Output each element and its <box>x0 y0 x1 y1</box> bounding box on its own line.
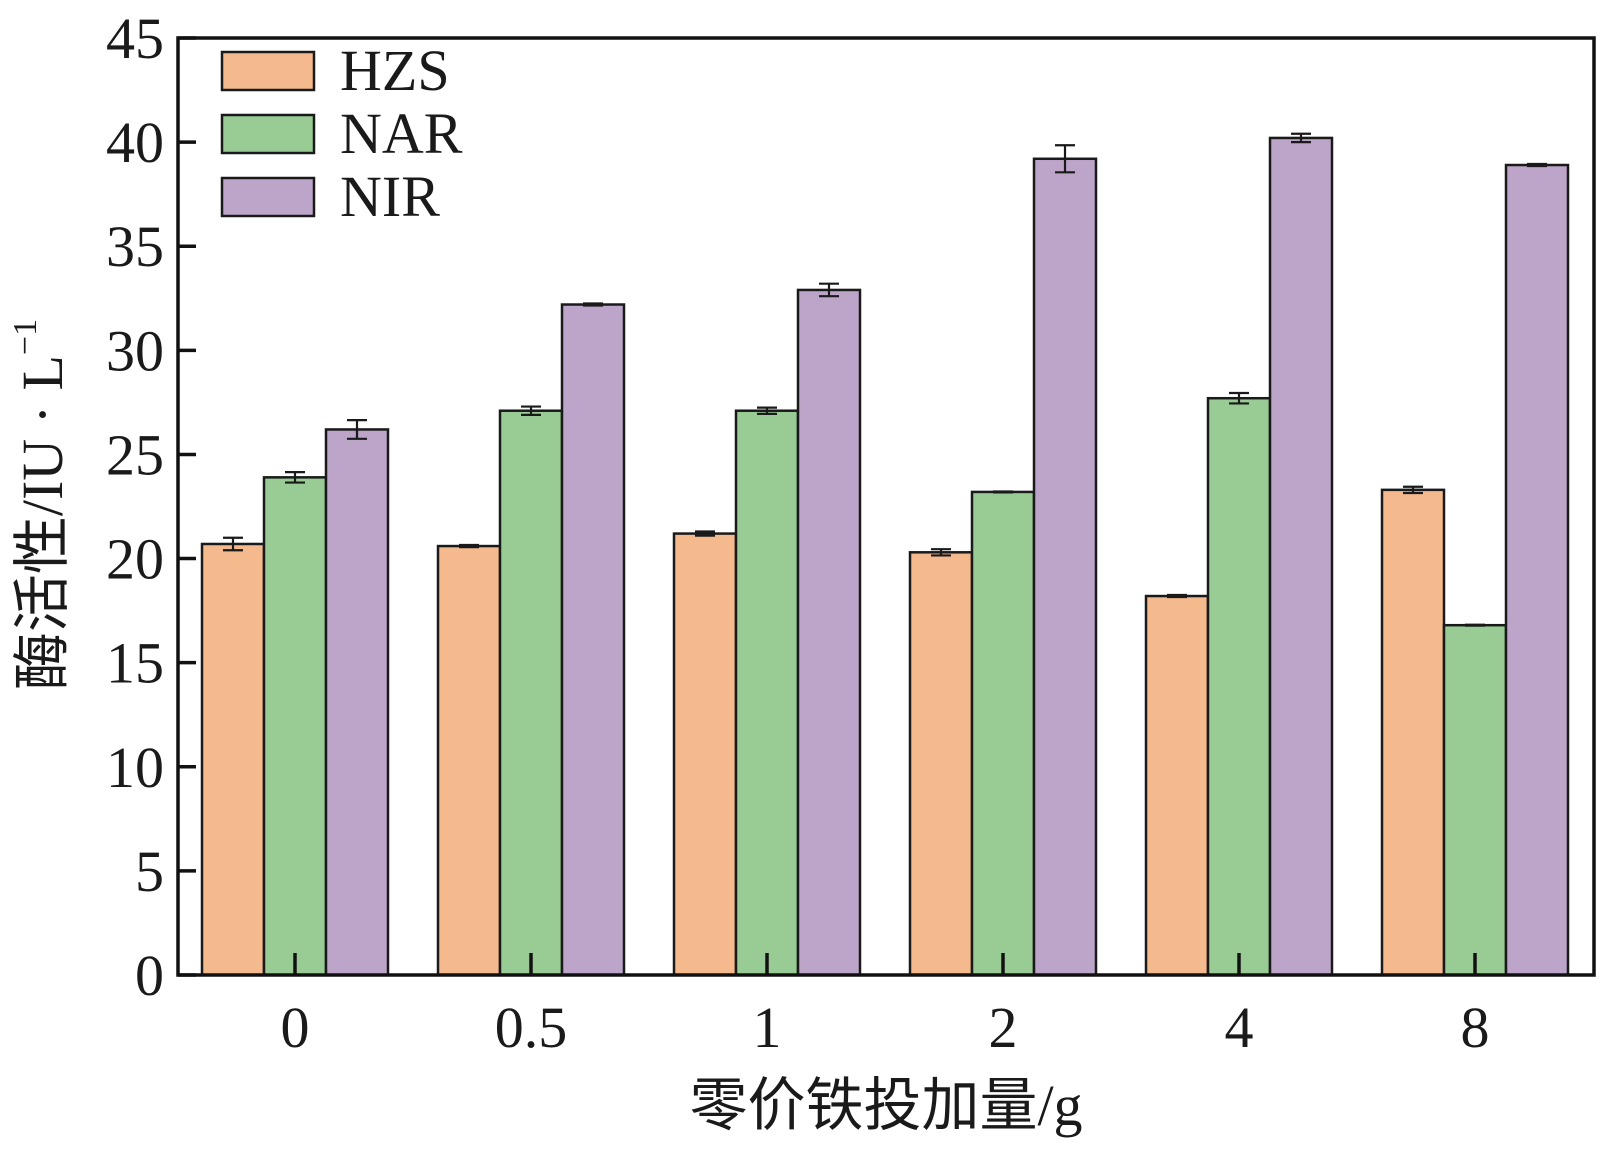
bar-nar <box>734 409 800 977</box>
legend-swatch-nar <box>220 113 316 155</box>
y-axis-ticks: 0 5 10 15 20 25 30 35 40 45 <box>106 6 196 1008</box>
x-tick-label: 1 <box>753 995 782 1060</box>
y-axis-title: 酶活性/IU · L−1 <box>7 319 75 690</box>
bar-nir <box>1504 163 1570 977</box>
y-tick-label: 20 <box>106 527 164 592</box>
legend-label-hzs: HZS <box>340 38 450 103</box>
bar-hzs <box>672 532 738 977</box>
x-tick-label: 0 <box>281 995 310 1060</box>
bar-hzs <box>1380 488 1446 977</box>
error-bar-group <box>223 132 1547 627</box>
x-tick-label: 8 <box>1461 995 1490 1060</box>
y-tick-label: 35 <box>106 214 164 279</box>
legend-swatch-hzs <box>220 50 316 92</box>
y-tick-label: 25 <box>106 422 164 487</box>
y-tick-label: 0 <box>135 943 164 1008</box>
bar-nar <box>498 409 564 977</box>
bar-nir <box>560 303 626 977</box>
bar-hzs <box>436 544 502 977</box>
y-axis-title-main: 酶活性/IU · L <box>10 355 75 690</box>
bar-hzs <box>908 551 974 977</box>
y-tick-label: 45 <box>106 6 164 71</box>
y-axis-title-superscript: −1 <box>7 319 44 355</box>
bar-hzs <box>200 542 266 977</box>
plot-frame <box>176 36 1596 977</box>
x-tick-label: 2 <box>989 995 1018 1060</box>
bar-nir <box>324 428 390 977</box>
x-axis-ticks: 0 0.5 1 2 4 8 <box>281 953 1490 1060</box>
bar-nar <box>970 490 1036 977</box>
bar-hzs <box>1144 594 1210 977</box>
y-tick-label: 40 <box>106 110 164 175</box>
legend-label-nir: NIR <box>340 164 440 229</box>
x-tick-label: 0.5 <box>495 995 568 1060</box>
bar-nar <box>1442 623 1508 977</box>
bar-nir <box>1268 136 1334 977</box>
legend-label-nar: NAR <box>340 101 463 166</box>
y-tick-label: 15 <box>106 631 164 696</box>
y-tick-label: 30 <box>106 318 164 383</box>
bar-nar <box>262 476 328 977</box>
legend-swatch-nir <box>220 176 316 218</box>
bar-nir <box>1032 157 1098 977</box>
bar-nar <box>1206 396 1272 977</box>
bar-group <box>200 136 1570 977</box>
bar-nir <box>796 288 862 977</box>
y-tick-label: 10 <box>106 735 164 800</box>
x-axis-title: 零价铁投加量/g <box>689 1073 1082 1138</box>
y-tick-label: 5 <box>135 839 164 904</box>
x-tick-label: 4 <box>1225 995 1254 1060</box>
